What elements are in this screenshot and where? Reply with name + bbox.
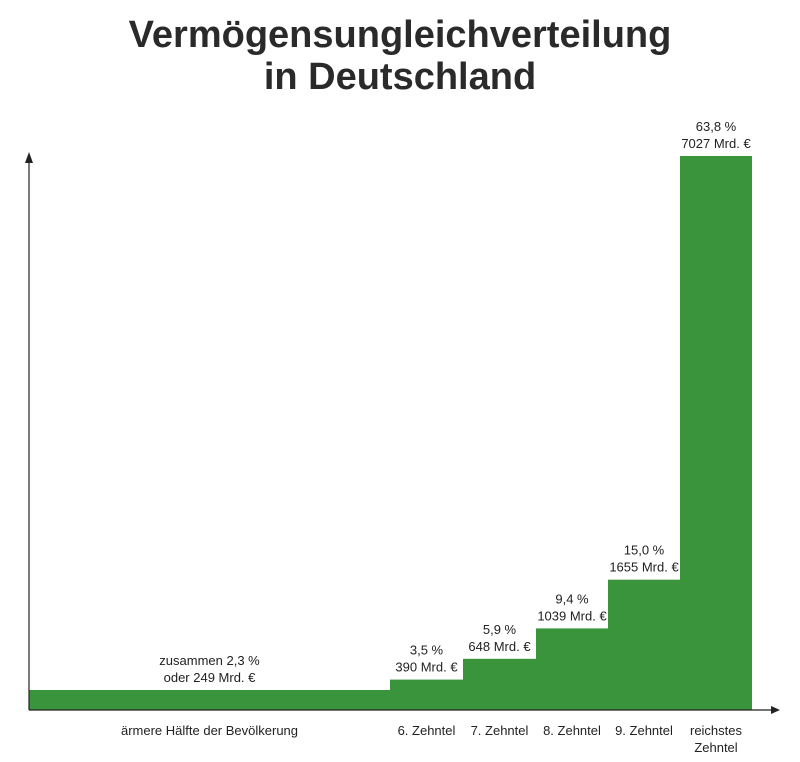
category-label-5-0: reichstes xyxy=(690,723,743,738)
value-label-2-1: 648 Mrd. € xyxy=(468,639,531,654)
category-label-2-0: 7. Zehntel xyxy=(471,723,529,738)
category-label-0-0: ärmere Hälfte der Bevölkerung xyxy=(121,723,298,738)
value-label-2-0: 5,9 % xyxy=(483,622,517,637)
bar-1 xyxy=(390,679,463,710)
value-label-4-0: 15,0 % xyxy=(624,543,665,558)
chart-title-line-2: in Deutschland xyxy=(263,56,537,98)
chart-title-line-1: Vermögensungleichverteilung xyxy=(128,14,672,56)
value-label-4-1: 1655 Mrd. € xyxy=(609,560,679,575)
bar-4 xyxy=(608,579,680,710)
bar-5 xyxy=(680,156,752,710)
category-label-3-0: 8. Zehntel xyxy=(543,723,601,738)
category-label-1-0: 6. Zehntel xyxy=(398,723,456,738)
bar-3 xyxy=(536,628,608,710)
value-label-3-0: 9,4 % xyxy=(555,591,589,606)
x-axis-arrow xyxy=(771,706,780,714)
category-label-5-1: Zehntel xyxy=(694,740,737,755)
value-label-5-0: 63,8 % xyxy=(696,119,737,134)
value-label-3-1: 1039 Mrd. € xyxy=(537,608,607,623)
chart-title: Vermögensungleichverteilung in Deutschla… xyxy=(0,14,800,98)
y-axis-arrow xyxy=(25,152,33,163)
bar-2 xyxy=(463,658,536,710)
category-label-4-0: 9. Zehntel xyxy=(615,723,673,738)
value-label-5-1: 7027 Mrd. € xyxy=(681,136,751,151)
value-label-0-0: zusammen 2,3 % xyxy=(159,653,260,668)
value-label-1-0: 3,5 % xyxy=(410,643,444,658)
value-label-1-1: 390 Mrd. € xyxy=(395,660,458,675)
value-label-0-1: oder 249 Mrd. € xyxy=(164,670,257,685)
bar-0 xyxy=(29,690,390,710)
